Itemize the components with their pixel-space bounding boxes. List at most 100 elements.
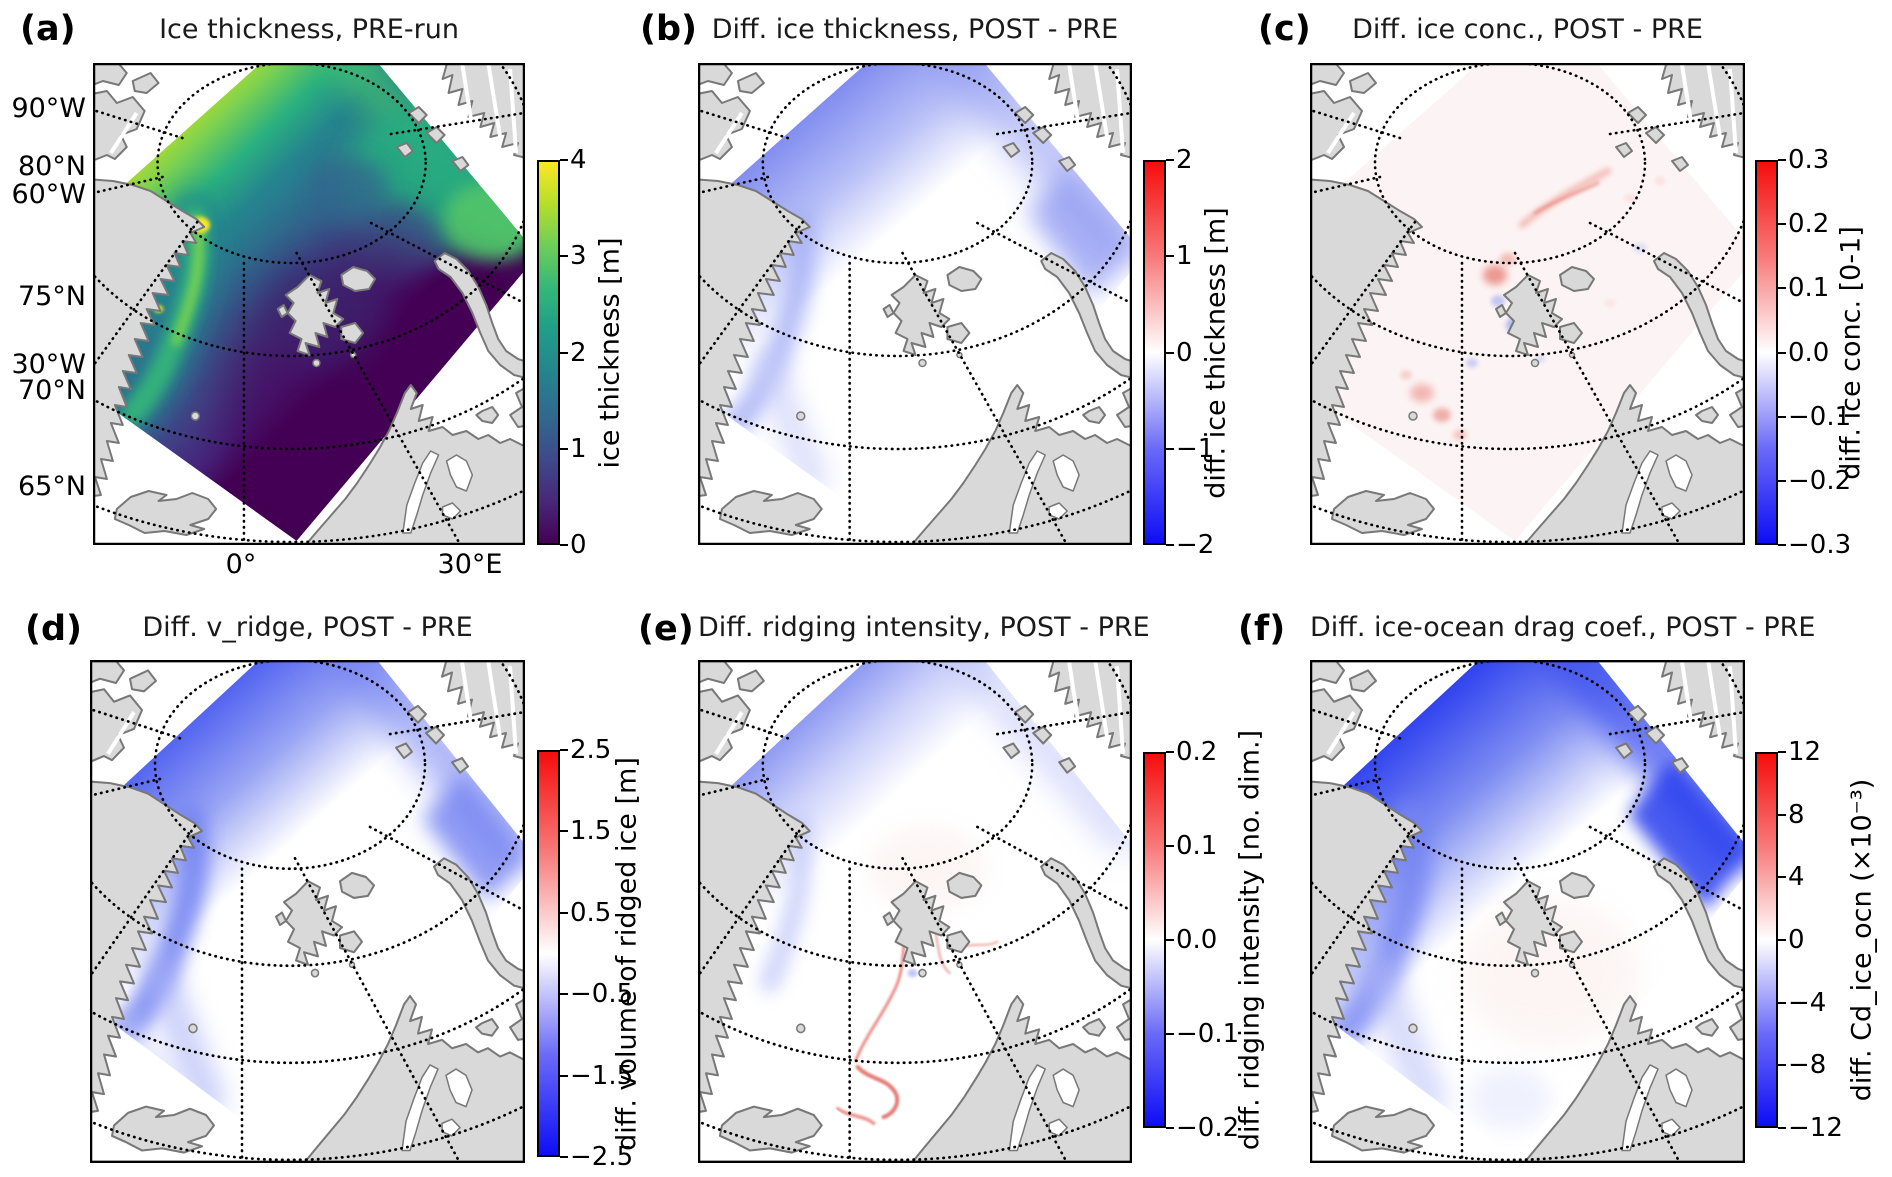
colorbar-tickmark — [1778, 939, 1786, 941]
colorbar-tick-label: 12 — [1788, 737, 1822, 767]
colorbar-d — [537, 750, 560, 1157]
colorbar-tick-label: 0.3 — [1788, 145, 1830, 175]
graticule — [1310, 660, 1745, 1163]
graticule — [90, 660, 525, 1163]
colorbar-tick-label: 0.0 — [1788, 337, 1830, 368]
lat-lon-label-left: 60°W — [11, 179, 86, 210]
colorbar-tickmark — [1778, 223, 1786, 226]
land-masses — [93, 63, 525, 545]
colorbar-tick-label: −1.5 — [570, 1060, 634, 1091]
colorbar-tickmark — [1166, 351, 1174, 354]
colorbar-tickmark — [1166, 845, 1174, 847]
colorbar-tick-label: 1 — [570, 433, 587, 464]
colorbar-axis-label-b: diff. ice thickness [m] — [1200, 206, 1232, 499]
colorbar-tickmark — [1166, 544, 1174, 546]
map-panel-d — [90, 660, 525, 1163]
colorbar-tick-label: 2 — [570, 337, 587, 368]
colorbar-tick-label: 4 — [570, 145, 587, 175]
panel-tag-c: (c) — [1258, 9, 1311, 49]
colorbar-tickmark — [1778, 415, 1786, 418]
colorbar-tick-label: 0.2 — [1788, 209, 1830, 240]
panel-tag-b: (b) — [640, 9, 698, 49]
colorbar-tickmark — [1778, 813, 1786, 816]
land-masses — [90, 660, 525, 1163]
colorbar-tick-label: 0.1 — [1788, 273, 1830, 304]
colorbar-tickmark — [1778, 876, 1786, 879]
panel-title-e: Diff. ridging intensity, POST - PRE — [698, 612, 1150, 643]
graticule — [698, 660, 1132, 1163]
colorbar-axis-label-f: diff. Cd_ice_ocn (×10⁻³) — [1846, 778, 1878, 1102]
colorbar-tick-label: −0.1 — [1176, 1019, 1240, 1049]
colorbar-tickmark — [560, 911, 568, 914]
colorbar-tickmark — [1778, 351, 1786, 354]
colorbar-tickmark — [560, 1156, 568, 1158]
colorbar-tick-label: −0.1 — [1788, 401, 1852, 432]
colorbar-tick-label: 4 — [1788, 862, 1805, 893]
panel-tag-f: (f) — [1238, 609, 1286, 649]
lat-lon-label-left: 30°W — [11, 349, 86, 380]
colorbar-tickmark — [560, 993, 568, 996]
colorbar-tickmark — [1166, 1127, 1174, 1129]
colorbar-tickmark — [1166, 159, 1174, 161]
lon-label-bottom: 0° — [225, 549, 257, 580]
colorbar-tick-label: −12 — [1788, 1113, 1843, 1143]
colorbar-tick-label: −4 — [1788, 987, 1827, 1018]
colorbar-tick-label: 8 — [1788, 799, 1805, 830]
map-frame — [90, 660, 525, 1163]
colorbar-tickmark — [1778, 479, 1786, 482]
lat-lon-label-left: 90°W — [11, 93, 86, 124]
colorbar-tick-label: −0.3 — [1788, 530, 1852, 560]
map-frame — [1310, 660, 1745, 1163]
map-panel-c — [1310, 63, 1745, 545]
graticule — [93, 63, 525, 545]
map-frame — [698, 660, 1132, 1163]
colorbar-tickmark — [560, 351, 568, 354]
colorbar-tick-label: 0 — [570, 530, 587, 560]
colorbar-tickmark — [1778, 544, 1786, 546]
colorbar-b — [1143, 160, 1166, 545]
colorbar-tickmark — [560, 544, 568, 546]
colorbar-tickmark — [1778, 751, 1786, 753]
map-panel-f — [1310, 660, 1745, 1163]
lon-label-bottom: 30°E — [437, 549, 503, 580]
lat-lon-label-left: 80°N — [17, 151, 86, 182]
colorbar-tickmark — [1166, 1033, 1174, 1035]
colorbar-tick-label: 0.0 — [1176, 925, 1218, 955]
map-frame — [698, 63, 1132, 545]
colorbar-tickmark — [1778, 1127, 1786, 1129]
panel-tag-d: (d) — [25, 609, 83, 649]
colorbar-tick-label: 0 — [1788, 925, 1805, 955]
colorbar-tick-label: −1 — [1176, 433, 1215, 464]
colorbar-e — [1143, 752, 1166, 1128]
colorbar-a — [537, 160, 560, 545]
colorbar-tick-label: 1.5 — [570, 816, 612, 847]
colorbar-tickmark — [1778, 1001, 1786, 1004]
panel-title-d: Diff. v_ridge, POST - PRE — [142, 612, 473, 643]
land-masses — [698, 660, 1132, 1163]
land-masses — [1310, 63, 1745, 545]
lat-lon-label-left: 70°N — [17, 375, 86, 406]
colorbar-f — [1755, 752, 1778, 1128]
colorbar-tickmark — [1166, 255, 1174, 258]
colorbar-tick-label: −0.2 — [1788, 465, 1852, 496]
map-frame — [93, 63, 525, 545]
colorbar-tick-label: 0.2 — [1176, 737, 1218, 767]
colorbar-tickmark — [560, 159, 568, 161]
colorbar-tick-label: −0.2 — [1176, 1113, 1240, 1143]
colorbar-tick-label: 0 — [1176, 337, 1193, 368]
colorbar-axis-label-a: ice thickness [m] — [594, 236, 626, 469]
colorbar-tickmark — [1778, 159, 1786, 161]
colorbar-tickmark — [560, 830, 568, 833]
colorbar-tickmark — [1166, 447, 1174, 450]
land-masses — [698, 63, 1132, 545]
land-masses — [1310, 660, 1745, 1163]
lat-lon-label-left: 75°N — [17, 281, 86, 312]
colorbar-tickmark — [1166, 751, 1174, 753]
graticule — [698, 63, 1132, 545]
colorbar-tickmark — [560, 255, 568, 258]
colorbar-tick-label: 1 — [1176, 241, 1193, 272]
colorbar-tickmark — [1778, 1064, 1786, 1067]
panel-title-f: Diff. ice-ocean drag coef., POST - PRE — [1310, 612, 1816, 643]
lat-lon-label-left: 65°N — [17, 471, 86, 502]
